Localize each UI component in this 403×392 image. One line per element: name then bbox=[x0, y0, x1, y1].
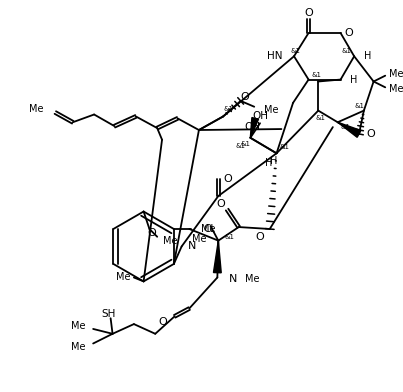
Text: O: O bbox=[240, 92, 249, 102]
Text: &1: &1 bbox=[225, 234, 235, 240]
Text: O: O bbox=[344, 28, 353, 38]
Text: O: O bbox=[366, 129, 375, 139]
Polygon shape bbox=[250, 118, 258, 138]
Polygon shape bbox=[338, 122, 361, 137]
Text: &1: &1 bbox=[315, 115, 325, 122]
Text: H: H bbox=[364, 51, 371, 61]
Text: H: H bbox=[265, 158, 272, 168]
Text: Me: Me bbox=[389, 69, 403, 79]
Text: SH: SH bbox=[102, 309, 116, 319]
Text: O: O bbox=[304, 7, 313, 18]
Text: O: O bbox=[159, 317, 167, 327]
Text: Me: Me bbox=[71, 342, 85, 352]
Text: &1: &1 bbox=[341, 49, 351, 54]
Text: H: H bbox=[350, 74, 358, 85]
Text: O: O bbox=[224, 174, 233, 183]
Text: HN: HN bbox=[267, 51, 283, 61]
Text: Me: Me bbox=[116, 272, 130, 281]
Text: &1: &1 bbox=[236, 143, 246, 149]
Polygon shape bbox=[214, 241, 221, 273]
Text: Cl: Cl bbox=[203, 224, 213, 234]
Text: Me: Me bbox=[245, 274, 259, 285]
Text: Me: Me bbox=[264, 105, 278, 114]
Text: O: O bbox=[217, 199, 226, 209]
Text: &1: &1 bbox=[223, 106, 233, 112]
Text: OH: OH bbox=[252, 111, 268, 122]
Text: &1: &1 bbox=[291, 49, 301, 54]
Text: OH: OH bbox=[244, 122, 260, 132]
Text: &1: &1 bbox=[241, 141, 251, 147]
Text: &1: &1 bbox=[312, 72, 321, 78]
Text: &1: &1 bbox=[354, 103, 364, 109]
Text: O: O bbox=[256, 232, 264, 242]
Text: &1: &1 bbox=[279, 145, 289, 151]
Text: Me: Me bbox=[71, 321, 85, 331]
Text: N: N bbox=[187, 241, 196, 251]
Text: Me: Me bbox=[163, 236, 177, 246]
Text: O: O bbox=[147, 228, 156, 238]
Text: Me: Me bbox=[192, 234, 206, 244]
Text: &1: &1 bbox=[341, 124, 351, 130]
Text: Me: Me bbox=[389, 84, 403, 94]
Text: N: N bbox=[229, 274, 237, 285]
Text: Me: Me bbox=[29, 103, 44, 114]
Text: H: H bbox=[270, 156, 277, 166]
Text: Me: Me bbox=[202, 224, 216, 234]
